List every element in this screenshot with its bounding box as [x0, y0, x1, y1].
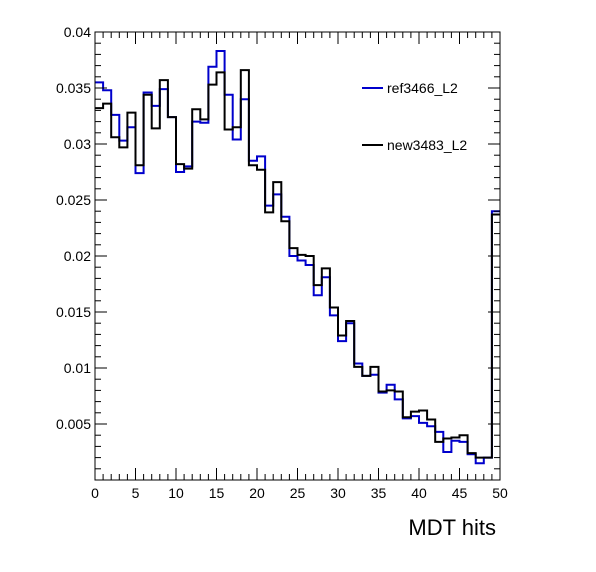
x-tick-label: 0 — [91, 485, 99, 501]
y-tick-label: 0.015 — [56, 304, 91, 320]
x-tick-label: 10 — [168, 485, 184, 501]
y-tick-label: 0.04 — [64, 24, 91, 40]
legend-label-new: new3483_L2 — [387, 137, 467, 153]
x-tick-label: 20 — [249, 485, 265, 501]
legend: ref3466_L2 new3483_L2 — [358, 68, 478, 168]
x-tick-label: 50 — [492, 485, 508, 501]
x-tick-label: 30 — [330, 485, 346, 501]
series-line-0 — [95, 50, 500, 465]
x-tick-label: 40 — [411, 485, 427, 501]
axis-ticks — [94, 31, 501, 481]
y-tick-label: 0.01 — [64, 360, 91, 376]
y-tick-label: 0.005 — [56, 416, 91, 432]
x-tick-label: 45 — [452, 485, 468, 501]
tick-labels: 0 5 10 15 20 25 30 35 40 45 50 0.005 0.01 0.015 0.02 0.… — [56, 24, 508, 501]
legend-box — [358, 68, 478, 168]
y-tick-label: 0.03 — [64, 136, 91, 152]
y-tick-label: 0.025 — [56, 192, 91, 208]
y-tick-label: 0.035 — [56, 80, 91, 96]
series-line-1 — [95, 69, 500, 459]
x-axis-title: MDT hits — [408, 515, 496, 540]
y-tick-label: 0.02 — [64, 248, 91, 264]
x-tick-label: 15 — [209, 485, 225, 501]
x-tick-label: 25 — [290, 485, 306, 501]
series-layer — [95, 50, 500, 465]
x-tick-label: 5 — [132, 485, 140, 501]
x-tick-label: 35 — [371, 485, 387, 501]
legend-label-ref: ref3466_L2 — [387, 80, 458, 96]
